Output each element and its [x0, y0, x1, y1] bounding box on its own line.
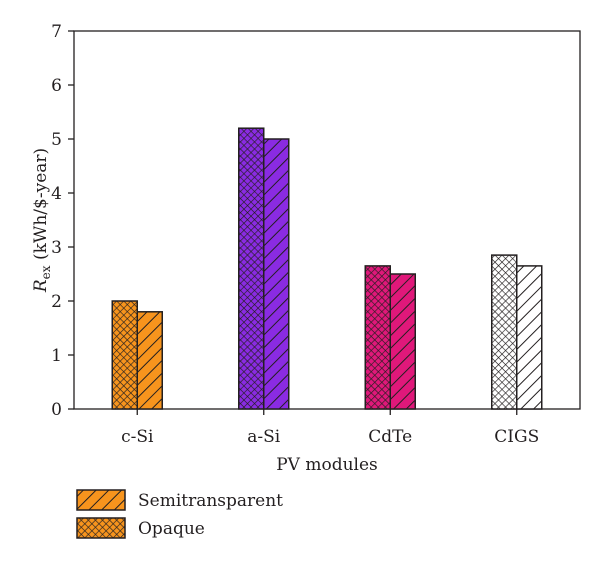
y-tick-label: 7	[51, 22, 62, 42]
y-tick-label: 6	[51, 76, 62, 96]
bar-a-si-opaque	[238, 127, 265, 410]
y-tick-label: 3	[51, 238, 62, 258]
bar-c-si-opaque	[111, 300, 138, 410]
x-tick-label: c-Si	[121, 427, 154, 447]
y-tick-label: 5	[51, 130, 62, 150]
bars-group	[111, 127, 543, 410]
y-tick-label: 0	[51, 400, 62, 420]
legend-swatch-diagonal	[76, 489, 126, 511]
legend-label: Semitransparent	[138, 491, 283, 511]
x-tick-label: CIGS	[494, 427, 539, 447]
bar-cigs-opaque	[491, 254, 518, 410]
legend-swatch-crosshatch	[76, 517, 126, 539]
legend-label: Opaque	[138, 519, 205, 539]
bar-c-si-semitransparent	[136, 311, 163, 410]
plot-area-frame	[73, 30, 581, 410]
y-axis-title-unit: (kWh/$-year)	[31, 148, 51, 266]
bar-cigs-semitransparent	[516, 265, 543, 410]
x-tick-label: CdTe	[368, 427, 412, 447]
y-tick-label: 4	[51, 184, 62, 204]
x-axis-title: PV modules	[276, 455, 378, 475]
y-tick-label: 1	[51, 346, 62, 366]
legend: Semitransparent Opaque	[76, 489, 283, 539]
bar-cdte-opaque	[364, 265, 391, 410]
y-axis-title-main: R	[31, 279, 51, 293]
x-axis: c-Si a-Si CdTe CIGS	[121, 409, 539, 447]
bar-a-si-semitransparent	[263, 138, 290, 410]
y-axis: 0 1 2 3 4 5 6 7	[51, 22, 74, 420]
x-tick-label: a-Si	[247, 427, 281, 447]
y-tick-label: 2	[51, 292, 62, 312]
y-axis-title: Rex (kWh/$-year)	[31, 148, 53, 293]
y-axis-title-subscript: ex	[39, 265, 53, 279]
bar-cdte-semitransparent	[389, 273, 416, 410]
